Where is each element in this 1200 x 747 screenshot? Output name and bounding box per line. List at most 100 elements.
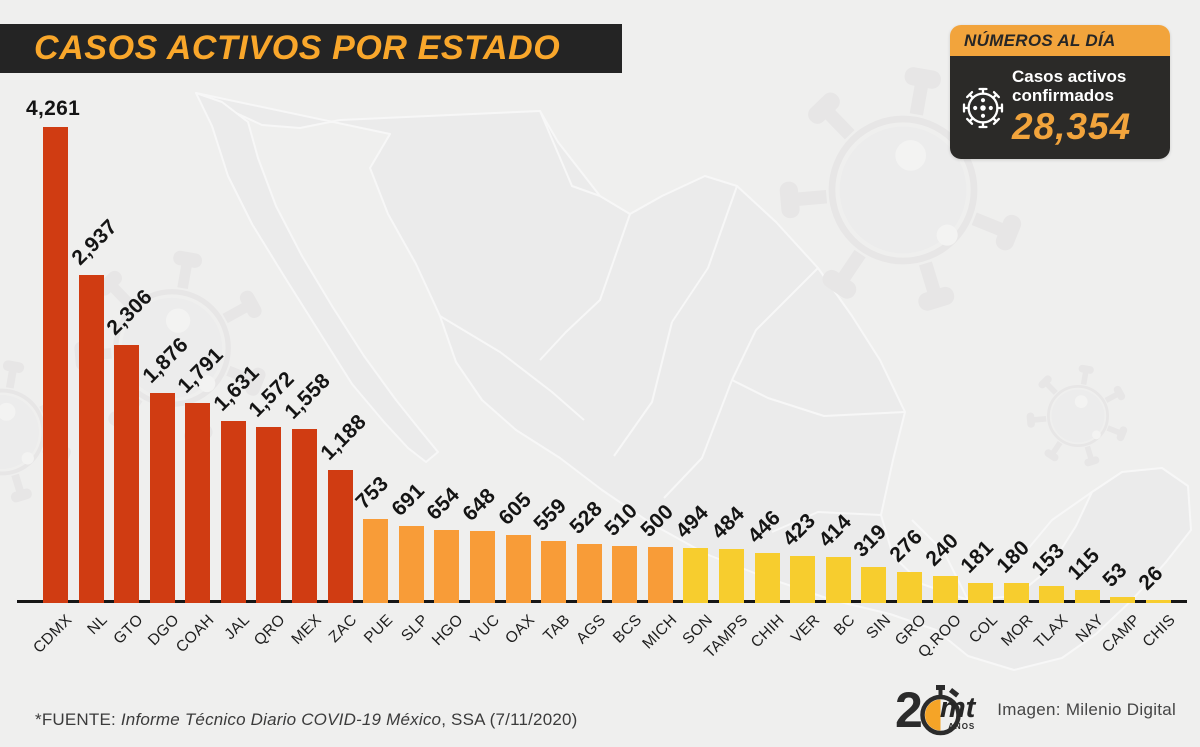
bar-value-label: 423	[778, 509, 821, 551]
source-prefix: *FUENTE:	[35, 710, 121, 729]
bar-value-label: 2,306	[102, 285, 158, 340]
bar	[647, 547, 673, 603]
bar	[185, 403, 211, 603]
bar	[1074, 590, 1100, 603]
bar-category-label: SIN	[863, 611, 895, 643]
numbers-badge: NÚMEROS AL DÍA	[950, 25, 1170, 159]
bar	[683, 548, 709, 603]
stopwatch-icon	[920, 685, 961, 736]
bar-category-label: TAB	[540, 611, 574, 645]
bar-value-label: 446	[743, 506, 785, 548]
bar	[43, 127, 68, 603]
bar	[327, 470, 353, 603]
bar	[825, 557, 851, 603]
source-title: Informe Técnico Diario COVID-19 México	[120, 710, 442, 729]
badge-label: Casos activos confirmados	[1012, 66, 1127, 105]
bar	[1145, 600, 1171, 603]
bar	[78, 275, 104, 603]
bar	[790, 556, 816, 603]
logo-two: 2	[895, 682, 923, 738]
bar-category-label: MICH	[639, 611, 681, 653]
bar	[932, 576, 958, 603]
bar-value-label: 1,188	[316, 410, 371, 465]
bar	[861, 567, 887, 603]
footer-right: 2 mt AÑOS Imagen: Milenio Digital	[895, 683, 1176, 737]
bar-category-label: JAL	[221, 611, 254, 644]
bar-value-label: 240	[920, 529, 963, 571]
bar-value-label: 180	[992, 536, 1034, 578]
page-title: CASOS ACTIVOS POR ESTADO	[34, 29, 561, 67]
bar	[434, 530, 460, 603]
virus-icon	[958, 85, 1008, 131]
bar-value-label: 276	[885, 525, 928, 567]
bar-category-label: ZAC	[325, 611, 361, 647]
bar-value-label: 753	[351, 472, 394, 514]
bar-category-label: TLAX	[1031, 611, 1073, 652]
bar-category-label: NL	[84, 611, 112, 638]
bar-value-label: 654	[422, 483, 465, 525]
bar-category-label: OAX	[502, 611, 539, 648]
bar	[541, 541, 567, 603]
bar-category-label: COAH	[173, 611, 219, 657]
bar	[968, 583, 994, 603]
bar	[1110, 597, 1136, 603]
bar-value-label: 559	[529, 494, 572, 536]
bar-value-label: 53	[1098, 558, 1133, 592]
bar	[719, 549, 745, 603]
title-banner: CASOS ACTIVOS POR ESTADO	[0, 24, 622, 73]
bar	[576, 544, 602, 603]
bar	[363, 519, 389, 603]
bar	[220, 421, 246, 603]
bar-category-label: CDMX	[30, 611, 76, 657]
bar-category-label: CAMP	[1098, 611, 1144, 657]
bar-value-label: 115	[1063, 543, 1105, 585]
bar-value-label: 319	[849, 520, 892, 562]
bar-category-label: YUC	[466, 611, 503, 648]
source-note: *FUENTE: Informe Técnico Diario COVID-19…	[35, 710, 578, 730]
bar-value-label: 528	[565, 497, 607, 539]
bar-value-label: 2,937	[67, 215, 122, 270]
bar-value-label: 26	[1134, 561, 1168, 595]
badge-header: NÚMEROS AL DÍA	[950, 25, 1170, 56]
bar-category-label: MOR	[998, 611, 1037, 650]
badge-value: 28,354	[1012, 106, 1132, 148]
bar	[256, 427, 282, 603]
bar-category-label: VER	[787, 611, 824, 647]
logo-anos: AÑOS	[948, 722, 976, 732]
bar-value-label: 500	[636, 500, 678, 542]
bar-category-label: PUE	[360, 611, 397, 647]
badge-body: Casos activos confirmados 28,354	[950, 56, 1170, 159]
bar	[1039, 586, 1065, 603]
source-suffix: , SSA (7/11/2020)	[441, 710, 578, 729]
bar-value-label: 605	[493, 488, 536, 530]
logo-mt: mt	[939, 691, 976, 724]
bar-value-label: 153	[1027, 539, 1070, 581]
bar	[149, 393, 175, 603]
bar-category-label: COL	[965, 611, 1001, 647]
bar-category-label: CHIS	[1139, 611, 1179, 651]
bar-value-label: 648	[458, 484, 501, 526]
bar-value-label: 494	[671, 501, 714, 543]
bar-value-label: 484	[707, 502, 750, 544]
bar-value-label: 510	[600, 499, 643, 541]
bar-category-label: MEX	[288, 611, 325, 648]
bar-value-label: 181	[956, 536, 999, 578]
bar-category-label: CHIH	[747, 611, 788, 652]
bar-value-label: 691	[387, 479, 429, 521]
bar-category-label: QRO	[251, 611, 290, 650]
bar-category-label: BC	[830, 611, 859, 640]
bar-category-label: SLP	[398, 611, 432, 645]
bar	[398, 526, 424, 603]
bar	[505, 535, 531, 603]
bar	[1003, 583, 1029, 603]
bar	[754, 553, 780, 603]
bar-category-label: HGO	[429, 611, 468, 650]
milenio-logo: 2 mt AÑOS	[895, 683, 975, 737]
bar	[469, 531, 495, 603]
bar	[612, 546, 638, 603]
bar	[896, 572, 922, 603]
bar-category-label: AGS	[573, 611, 610, 648]
bar	[114, 345, 140, 603]
bar	[292, 429, 318, 603]
